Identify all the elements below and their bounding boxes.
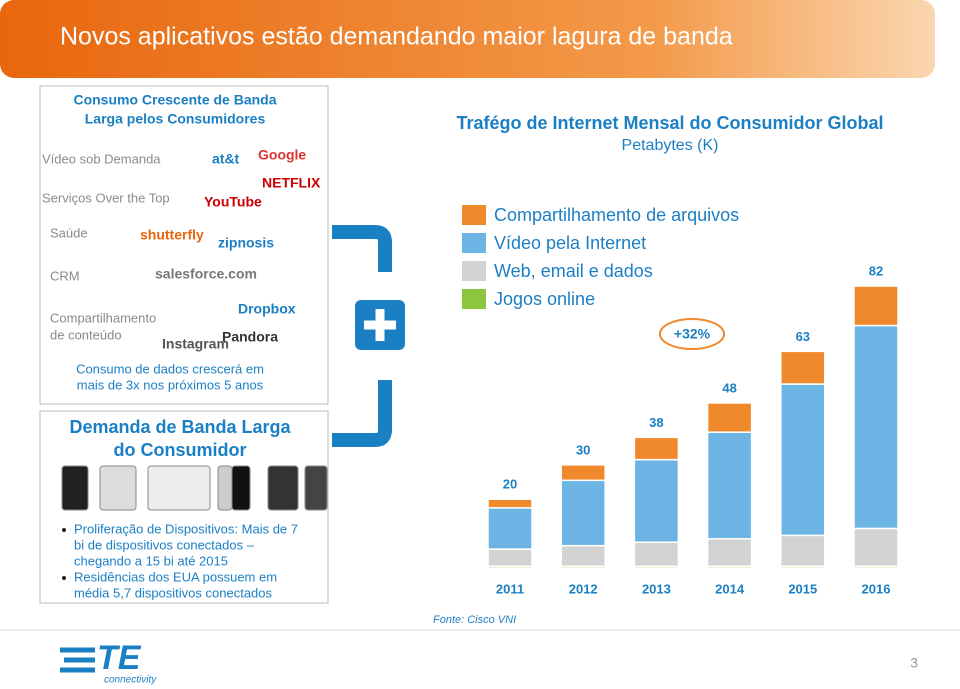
legend-swatch	[462, 261, 486, 281]
device	[99, 465, 137, 511]
bar-segment	[706, 538, 753, 568]
legend-label: Vídeo pela Internet	[494, 233, 646, 253]
bar-segment	[560, 464, 606, 482]
bar-segment	[780, 350, 826, 385]
brand: TE	[97, 639, 142, 677]
x-tick-label: 2016	[862, 581, 891, 596]
brand-logo: TE connectivity	[60, 639, 157, 686]
chart: Trafégo de Internet Mensal do Consumidor…	[433, 113, 899, 626]
total-label: 48	[722, 380, 736, 395]
total-label: 20	[503, 477, 517, 492]
device	[217, 465, 233, 511]
note: Consumo de dados crescerá em	[76, 361, 264, 376]
bullet	[62, 528, 66, 532]
annotation-ring	[659, 318, 725, 350]
bar-segment	[706, 402, 753, 433]
legend-swatch	[462, 233, 486, 253]
source: Fonte: Cisco VNI	[433, 614, 516, 626]
bar-segment	[633, 458, 680, 543]
total-label: 38	[649, 415, 663, 430]
total-label: 82	[869, 263, 883, 278]
legend-label: Jogos online	[494, 289, 595, 309]
bar-segment	[853, 527, 899, 568]
logo: Google	[258, 147, 306, 163]
bullet-text: bi de dispositivos conectados –	[74, 537, 255, 552]
arrow	[332, 380, 392, 447]
legend-label: Web, email e dados	[494, 261, 653, 281]
bar-segment	[780, 383, 826, 537]
legend-swatch	[462, 289, 486, 309]
legend-label: Compartilhamento de arquivos	[494, 205, 739, 225]
logo: Pandora	[222, 329, 278, 345]
bar-segment	[853, 285, 899, 327]
chart-title: Trafégo de Internet Mensal do Consumidor…	[456, 113, 883, 133]
arrow	[332, 225, 392, 272]
left-box	[39, 85, 329, 405]
chart-subtitle: Petabytes (K)	[622, 137, 719, 154]
row-label: Vídeo sob Demanda	[42, 151, 161, 166]
header-bar	[0, 0, 935, 78]
panel-title: Consumo Crescente de Banda	[73, 92, 276, 108]
annotation: +32%	[674, 326, 711, 342]
logo: shutterfly	[140, 227, 204, 243]
x-tick-label: 2015	[788, 581, 817, 596]
logo: YouTube	[204, 194, 262, 210]
logo: salesforce.com	[155, 266, 257, 282]
x-tick-label: 2013	[642, 581, 671, 596]
device	[147, 465, 211, 511]
row-label: CRM	[50, 268, 80, 283]
demand-title: do Consumidor	[114, 440, 247, 460]
row-label: Serviços Over the Top	[42, 190, 170, 205]
bar-segment	[560, 544, 606, 568]
bullet-text: média 5,7 dispositivos conectados	[74, 585, 273, 600]
bullet-text: Residências dos EUA possuem em	[74, 569, 277, 584]
plus	[364, 309, 396, 341]
bar-segment	[487, 507, 533, 550]
logo: NETFLIX	[262, 175, 321, 191]
bullet-text: chegando a 15 bi até 2015	[74, 553, 228, 568]
logo: Dropbox	[238, 301, 296, 317]
demand-box	[39, 410, 329, 604]
note: mais de 3x nos próximos 5 anos	[77, 377, 264, 392]
x-tick-label: 2012	[569, 581, 598, 596]
row-label: de conteúdo	[50, 327, 122, 342]
slide-title: Novos aplicativos estão demandando maior…	[60, 23, 733, 51]
device	[231, 465, 251, 511]
bar-segment	[487, 548, 533, 568]
bar-segment	[853, 324, 899, 530]
bar-segment	[560, 479, 606, 547]
left-content: Consumo Crescente de Banda Larga pelos Co…	[42, 92, 328, 600]
device	[61, 465, 89, 511]
bar-segment	[633, 436, 680, 461]
bullet	[62, 576, 66, 580]
page-number: 3	[910, 655, 918, 671]
device	[267, 465, 299, 511]
row-label: Saúde	[50, 225, 88, 240]
brand-sub: connectivity	[104, 675, 157, 686]
total-label: 63	[796, 329, 810, 344]
row-label: Compartilhamento	[50, 310, 156, 325]
legend-swatch	[462, 205, 486, 225]
device	[304, 465, 328, 511]
logo: at&t	[212, 151, 240, 167]
panel-title: Larga pelos Consumidores	[85, 111, 266, 127]
total-label: 30	[576, 442, 590, 457]
x-tick-label: 2011	[496, 581, 524, 596]
logo: zipnosis	[218, 235, 274, 251]
logo: Instagram	[162, 336, 229, 352]
bullet-text: Proliferação de Dispositivos: Mais de 7	[74, 521, 298, 536]
x-tick-label: 2014	[715, 581, 745, 596]
bar-segment	[633, 541, 680, 568]
bar-segment	[780, 534, 826, 568]
bar-segment	[706, 431, 753, 540]
bar-segment	[487, 498, 533, 509]
demand-title: Demanda de Banda Larga	[69, 417, 291, 437]
